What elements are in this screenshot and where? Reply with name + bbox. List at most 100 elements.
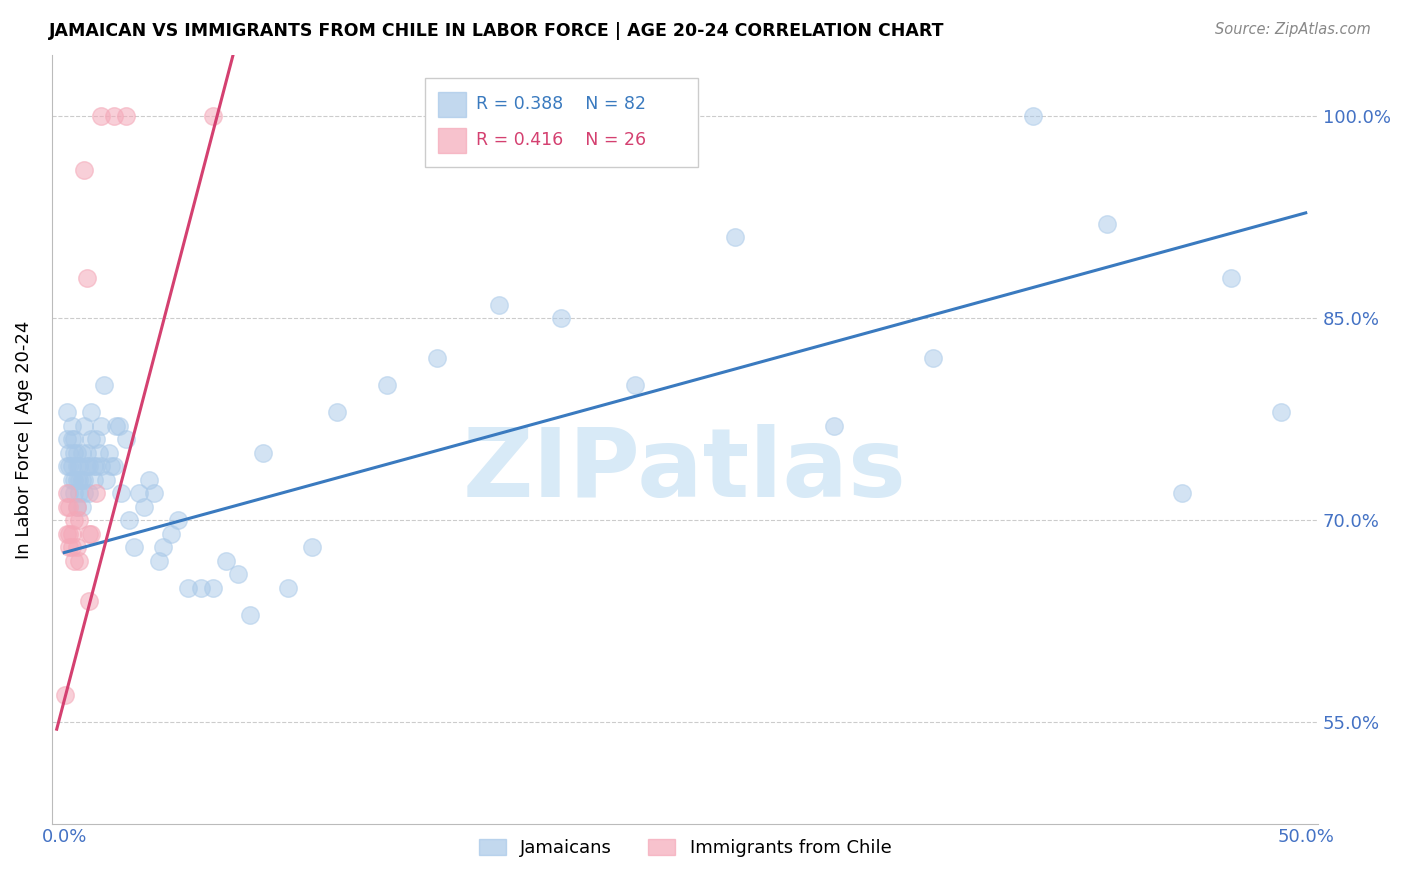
- Point: [60, 459, 83, 474]
- Point: [1170, 486, 1192, 500]
- Legend: Jamaicans, Immigrants from Chile: Jamaicans, Immigrants from Chile: [471, 831, 898, 864]
- Point: [86, 433, 108, 447]
- Point: [73, 418, 96, 433]
- Point: [70, 500, 93, 514]
- Point: [77, 526, 100, 541]
- Point: [65, 446, 87, 460]
- Point: [202, 581, 225, 595]
- Point: [152, 540, 174, 554]
- Point: [87, 446, 110, 460]
- Point: [60, 540, 83, 554]
- Point: [1095, 217, 1118, 231]
- Point: [67, 473, 90, 487]
- Point: [107, 418, 129, 433]
- Point: [77, 594, 100, 608]
- Point: [165, 837, 187, 851]
- Point: [67, 486, 90, 500]
- Point: [77, 459, 100, 474]
- Point: [67, 459, 90, 474]
- Point: [1220, 270, 1243, 285]
- Point: [86, 459, 108, 474]
- Point: [97, 446, 120, 460]
- Point: [67, 554, 90, 568]
- Point: [65, 473, 87, 487]
- Point: [58, 526, 80, 541]
- Point: [148, 554, 170, 568]
- Point: [110, 486, 132, 500]
- Point: [326, 405, 349, 419]
- Point: [67, 513, 90, 527]
- Text: R = 0.416    N = 26: R = 0.416 N = 26: [477, 130, 647, 149]
- Point: [55, 689, 77, 703]
- Text: JAMAICAN VS IMMIGRANTS FROM CHILE IN LABOR FORCE | AGE 20-24 CORRELATION CHART: JAMAICAN VS IMMIGRANTS FROM CHILE IN LAB…: [49, 22, 945, 40]
- Point: [63, 433, 86, 447]
- Point: [103, 109, 125, 123]
- Point: [115, 109, 138, 123]
- Point: [65, 459, 87, 474]
- Point: [70, 473, 93, 487]
- Point: [73, 486, 96, 500]
- Point: [73, 162, 96, 177]
- Point: [76, 446, 98, 460]
- Point: [550, 311, 572, 326]
- Point: [105, 418, 128, 433]
- Point: [63, 554, 86, 568]
- Point: [100, 459, 122, 474]
- Point: [76, 270, 98, 285]
- Text: ZIPatlas: ZIPatlas: [463, 424, 907, 516]
- Point: [80, 526, 103, 541]
- Point: [115, 433, 138, 447]
- Point: [55, 433, 77, 447]
- Point: [823, 418, 845, 433]
- Point: [132, 500, 155, 514]
- Point: [83, 473, 105, 487]
- Point: [63, 513, 86, 527]
- Point: [252, 446, 274, 460]
- FancyBboxPatch shape: [439, 128, 465, 153]
- Point: [55, 486, 77, 500]
- Point: [55, 459, 77, 474]
- Point: [60, 473, 83, 487]
- Point: [426, 351, 449, 366]
- Point: [58, 540, 80, 554]
- Point: [1021, 109, 1043, 123]
- Point: [723, 230, 745, 244]
- Point: [63, 446, 86, 460]
- Point: [58, 486, 80, 500]
- Point: [202, 109, 225, 123]
- Point: [93, 378, 115, 392]
- Point: [226, 567, 249, 582]
- Point: [60, 526, 83, 541]
- Point: [65, 500, 87, 514]
- Y-axis label: In Labor Force | Age 20-24: In Labor Force | Age 20-24: [15, 320, 32, 558]
- FancyBboxPatch shape: [439, 92, 465, 117]
- Point: [190, 581, 212, 595]
- Point: [76, 459, 98, 474]
- Point: [142, 486, 165, 500]
- Point: [55, 526, 77, 541]
- Point: [103, 459, 125, 474]
- Point: [63, 486, 86, 500]
- Point: [58, 459, 80, 474]
- Point: [55, 405, 77, 419]
- Point: [77, 486, 100, 500]
- Point: [128, 486, 150, 500]
- Point: [70, 446, 93, 460]
- Point: [96, 473, 118, 487]
- Point: [1270, 405, 1292, 419]
- Point: [65, 500, 87, 514]
- Point: [277, 581, 299, 595]
- Point: [118, 513, 141, 527]
- Point: [73, 473, 96, 487]
- Point: [63, 473, 86, 487]
- FancyBboxPatch shape: [426, 78, 697, 167]
- Point: [167, 513, 190, 527]
- Point: [65, 540, 87, 554]
- Text: R = 0.388    N = 82: R = 0.388 N = 82: [477, 95, 645, 112]
- Point: [922, 351, 945, 366]
- Text: Source: ZipAtlas.com: Source: ZipAtlas.com: [1215, 22, 1371, 37]
- Point: [177, 581, 200, 595]
- Point: [58, 500, 80, 514]
- Point: [624, 378, 647, 392]
- Point: [80, 405, 103, 419]
